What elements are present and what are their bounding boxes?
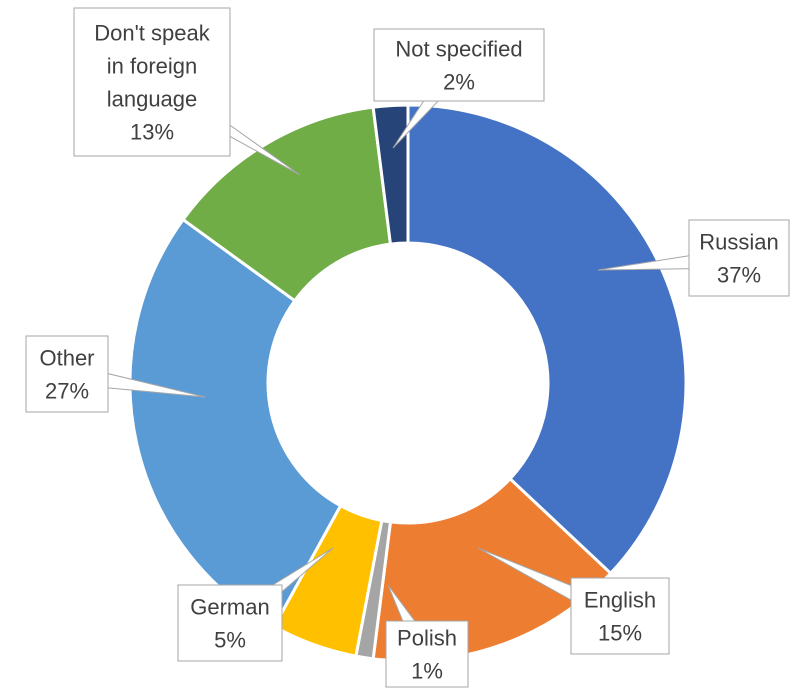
callout-fill: [690, 221, 788, 295]
data-label-don-t-speak-in-foreign-language: Don't speak in foreign language 13%: [73, 7, 301, 176]
slices-layer: [128, 103, 688, 663]
data-label-category: Don't speak: [94, 21, 210, 46]
data-label-not-specified: Not specified 2%: [373, 28, 545, 149]
data-label-value: 2%: [443, 70, 475, 95]
data-label-value: 27%: [45, 379, 89, 404]
data-label-category: language: [107, 87, 198, 112]
data-label-value: 15%: [598, 621, 642, 646]
callout-fill: [75, 9, 229, 155]
labels-layer: Russian 37% English 15% Polish 1% German 5% Othe…: [25, 7, 790, 688]
data-label-german: German 5%: [177, 547, 334, 662]
data-label-value: 37%: [717, 263, 761, 288]
data-label-category: Russian: [699, 230, 778, 255]
callout-fill: [27, 337, 107, 411]
data-label-category: in foreign: [107, 54, 198, 79]
data-label-other: Other 27%: [25, 335, 206, 413]
slice-english: [371, 477, 613, 663]
callout-fill: [179, 586, 281, 660]
slice-other: [128, 218, 343, 629]
callout-fill: [387, 622, 467, 686]
data-label-category: German: [190, 595, 269, 620]
data-label-category: Other: [39, 346, 94, 371]
data-label-category: Polish: [397, 626, 457, 651]
slice-don-t-speak-in-foreign-language: [181, 105, 392, 303]
data-label-value: 13%: [130, 120, 174, 145]
data-label-value: 5%: [214, 628, 246, 653]
callout-fill: [375, 30, 543, 100]
data-label-english: English 15%: [477, 547, 670, 655]
slice-russian: [406, 103, 688, 575]
data-label-value: 1%: [411, 659, 443, 684]
data-label-category: Not specified: [395, 37, 522, 62]
data-label-category: English: [584, 588, 656, 613]
data-label-polish: Polish 1%: [385, 584, 469, 688]
callout-fill: [572, 579, 668, 653]
data-label-russian: Russian 37%: [597, 219, 790, 297]
